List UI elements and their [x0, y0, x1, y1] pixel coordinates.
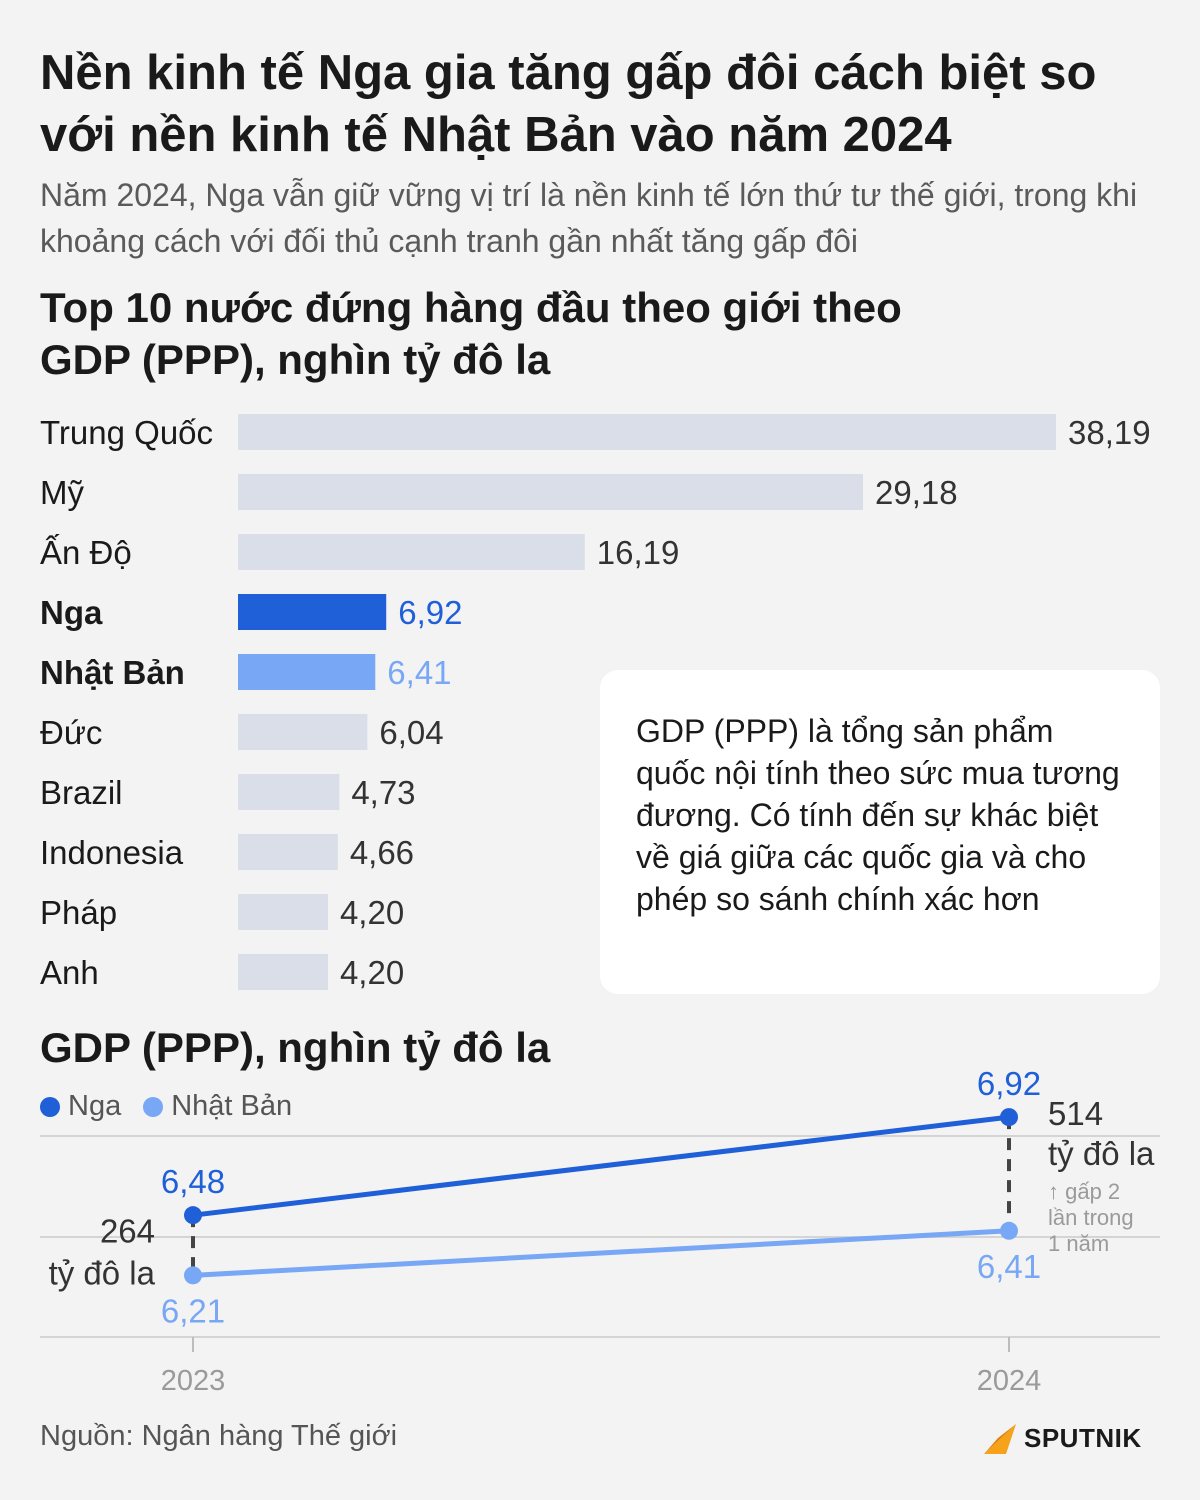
bar-category-label: Pháp: [40, 894, 117, 931]
page-subtitle: Năm 2024, Nga vẫn giữ vững vị trí là nền…: [40, 177, 1138, 259]
x-tick-label: 2023: [161, 1365, 226, 1397]
bar-chart-title: Top 10 nước đứng hàng đầu theo giới theo…: [40, 284, 902, 383]
bar-category-label: Ấn Độ: [40, 534, 132, 571]
definition-box: GDP (PPP) là tổng sản phẩm quốc nội tính…: [600, 670, 1160, 994]
bar-value-label: 4,20: [340, 954, 404, 991]
bar-category-label: Nhật Bản: [40, 654, 185, 691]
gap-note: ↑ gấp 2: [1048, 1179, 1120, 1204]
bar-value-label: 6,04: [379, 714, 443, 751]
line-chart-title: GDP (PPP), nghìn tỷ đô la: [40, 1024, 551, 1071]
series-line-russia: [192, 1114, 1010, 1218]
bar: [238, 834, 338, 870]
gap-annotation-2024: tỷ đô la: [1048, 1135, 1155, 1172]
data-point: [184, 1266, 202, 1285]
bar-category-label: Brazil: [40, 774, 123, 811]
bar: [238, 774, 340, 810]
gap-note: 1 năm: [1048, 1231, 1109, 1256]
legend-dot-russia: [40, 1096, 60, 1117]
bar-value-label: 6,41: [387, 654, 451, 691]
legend-dot-japan: [143, 1096, 164, 1117]
bar-category-label: Indonesia: [40, 834, 184, 871]
gap-note: lần trong: [1048, 1205, 1134, 1230]
bar-value-label: 6,92: [398, 594, 462, 631]
data-label: 6,92: [977, 1065, 1041, 1102]
data-label: 6,48: [161, 1163, 225, 1200]
legend-item-russia: Nga: [40, 1090, 121, 1123]
bar-value-label: 4,20: [340, 894, 404, 931]
bar-value-label: 29,18: [875, 474, 958, 511]
sputnik-logo: SPUTNIK: [982, 1420, 1142, 1456]
bar-value-label: 4,66: [350, 834, 414, 871]
series-line-japan: [192, 1228, 1010, 1278]
bar-value-label: 16,19: [597, 534, 680, 571]
bar: [238, 654, 376, 690]
data-point: [1000, 1221, 1018, 1240]
bar-value-label: 38,19: [1068, 414, 1151, 451]
legend-item-japan: Nhật Bản: [143, 1090, 292, 1123]
page-title: Nền kinh tế Nga gia tăng gấp đôi cách bi…: [40, 46, 1097, 162]
bar-category-label: Trung Quốc: [40, 414, 213, 451]
bar-category-label: Đức: [40, 714, 102, 751]
data-label: 6,21: [161, 1292, 225, 1329]
bar-chart: Trung Quốc 38,19 Mỹ 29,18 Ấn Độ 16,19 Nga 6,92 N…: [40, 414, 1151, 991]
legend-label-japan: Nhật Bản: [171, 1090, 293, 1122]
source-note: Nguồn: Ngân hàng Thế giới: [40, 1420, 398, 1452]
bar-category-label: Anh: [40, 954, 99, 991]
data-point: [184, 1206, 202, 1225]
bar: [238, 894, 328, 930]
sputnik-logo-text: SPUTNIK: [1024, 1422, 1142, 1453]
gap-annotation-2024: 514: [1048, 1095, 1103, 1132]
data-label: 6,41: [977, 1248, 1041, 1285]
bar: [238, 714, 368, 750]
x-tick-label: 2024: [977, 1365, 1042, 1397]
bar: [238, 414, 1056, 450]
gap-annotation-2023: tỷ đô la: [49, 1254, 156, 1291]
bar: [238, 954, 328, 990]
bar-category-label: Nga: [40, 594, 103, 631]
gap-annotation-2023: 264: [100, 1212, 155, 1249]
sputnik-logo-icon: [984, 1424, 1016, 1454]
bar-category-label: Mỹ: [40, 474, 84, 511]
bar: [238, 474, 864, 510]
legend-label-russia: Nga: [68, 1090, 122, 1122]
line-chart-legend: Nga Nhật Bản: [40, 1090, 292, 1123]
bar-value-label: 4,73: [351, 774, 415, 811]
data-point: [1000, 1108, 1018, 1127]
bar: [238, 534, 585, 570]
bar: [238, 594, 387, 630]
